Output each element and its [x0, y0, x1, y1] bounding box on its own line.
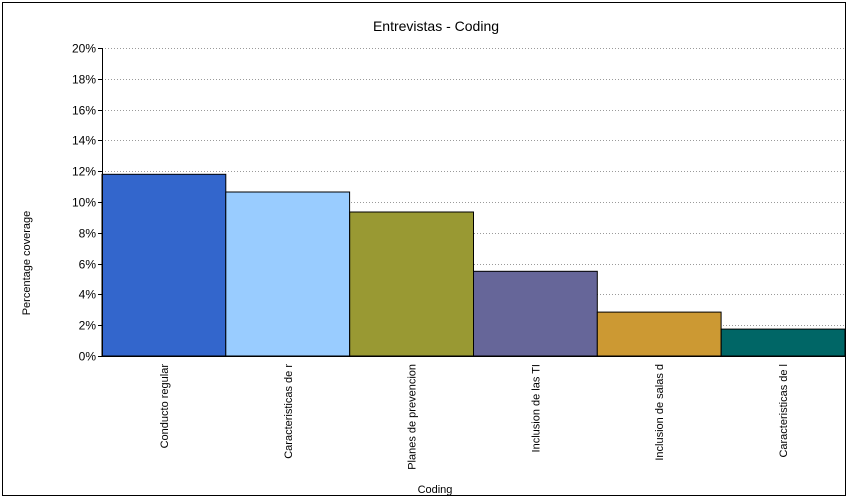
bar [596, 311, 722, 357]
category-labels: Conducto regular Caracteristicas de r Plan… [159, 364, 790, 470]
y-tick-labels: 0% 2% 4% 6% 8% 10% 12% 14% 16% 18% 20% [72, 42, 96, 364]
category-label: Conducto regular [159, 364, 171, 449]
y-tick-label: 20% [72, 42, 96, 56]
category-label: Inclusion de salas d [654, 364, 666, 461]
y-tick-label: 2% [79, 319, 97, 333]
chart-title: Entrevistas - Coding [373, 18, 499, 34]
y-tick-label: 16% [72, 104, 96, 118]
y-tick-label: 10% [72, 196, 96, 210]
x-axis-title: Coding [418, 484, 453, 495]
bar [349, 211, 475, 357]
category-label: Inclusion de las TI [530, 364, 542, 452]
category-label: Planes de prevencion [407, 364, 419, 470]
y-axis-title: Percentage coverage [21, 211, 33, 316]
bars [101, 173, 845, 357]
bar [720, 328, 845, 357]
bar [101, 173, 227, 357]
y-tick-label: 4% [79, 288, 97, 302]
category-label: Caracteristicas de l [778, 364, 790, 458]
y-tick-label: 8% [79, 227, 97, 241]
y-tick-label: 6% [79, 258, 97, 272]
bar [225, 191, 351, 357]
y-tick-label: 14% [72, 134, 96, 148]
y-tick-label: 0% [79, 350, 97, 364]
category-label: Caracteristicas de r [283, 364, 295, 459]
bar [473, 270, 598, 357]
bar-chart: Entrevistas - Coding 0% 2% 4% 6% 8% 10% 12% 14%… [21, 18, 845, 495]
y-tick-label: 12% [72, 165, 96, 179]
axes [98, 48, 845, 357]
y-tick-label: 18% [72, 73, 96, 87]
